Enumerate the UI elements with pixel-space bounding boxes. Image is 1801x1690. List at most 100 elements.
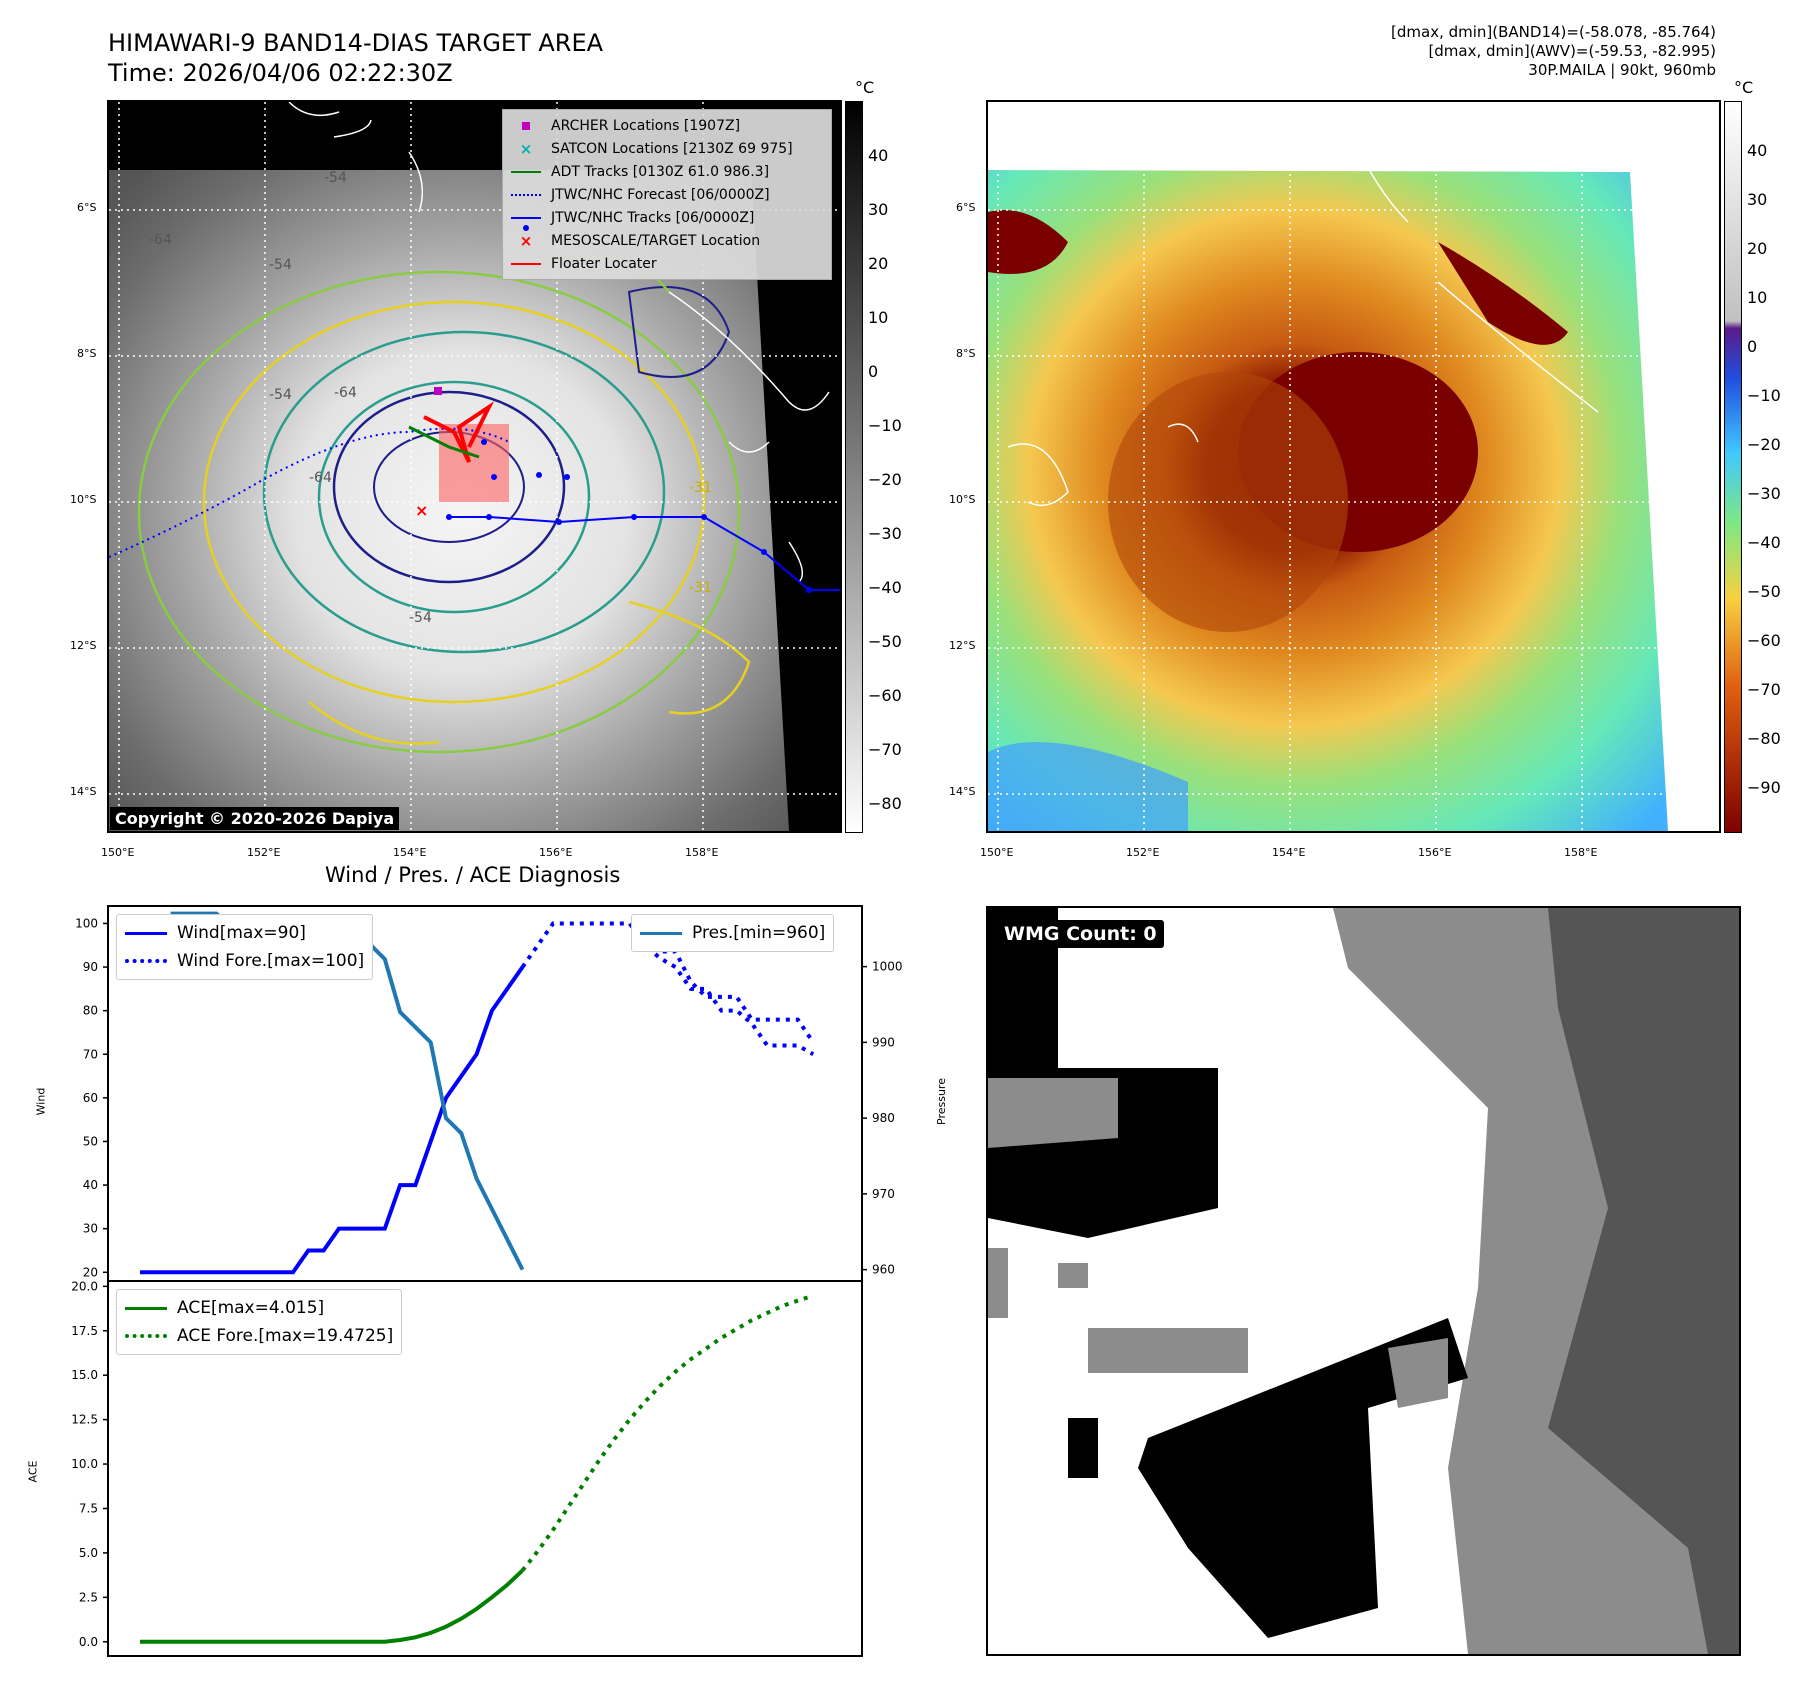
figure-title-line1: HIMAWARI-9 BAND14-DIAS TARGET AREA [108, 29, 604, 57]
colorbar-tick: 20 [868, 254, 889, 273]
contour-label: -54 [269, 387, 292, 403]
ir-legend: ARCHER Locations [1907Z] × SATCON Locati… [502, 109, 832, 280]
ir-colorbar [845, 101, 863, 833]
wind-tick-label: 70 [83, 1047, 98, 1061]
ace-tick-label: 7.5 [79, 1501, 98, 1515]
ace-axes-frame [107, 1280, 863, 1657]
colorbar-tick: −60 [868, 686, 902, 705]
wind-y-ticks: 100 90 80 70 60 50 40 30 20 [75, 916, 108, 1279]
pressure-legend: Pres.[min=960] [631, 914, 835, 952]
ace-y-ticks: 20.0 17.5 15.0 12.5 10.0 7.5 5.0 2.5 0.0 [71, 1279, 108, 1649]
wind-legend: Wind[max=90] Wind Fore.[max=100] [116, 914, 374, 980]
pressure-tick-label: 1000 [872, 960, 903, 974]
colorbar-tick: −60 [1747, 631, 1781, 650]
diagnosis-title: Wind / Pres. / ACE Diagnosis [325, 863, 621, 887]
jtwc-track-points [446, 439, 812, 593]
lat-label: 8°S [956, 347, 976, 360]
colorbar-tick: −10 [868, 416, 902, 435]
colorbar-tick: −50 [1747, 582, 1781, 601]
ace-forecast-series-line [520, 1293, 814, 1572]
pressure-tick-label: 960 [872, 1263, 895, 1277]
wind-tick-label: 90 [83, 960, 98, 974]
lon-label: 150°E [101, 846, 135, 859]
lat-label: 12°S [949, 639, 976, 652]
diagnosis-lines [140, 911, 815, 1644]
ace-legend: ACE[max=4.015] ACE Fore.[max=19.4725] [116, 1289, 403, 1355]
pressure-y-ticks: 1000 990 980 970 960 [862, 960, 903, 1277]
legend-item-ace: ACE[max=4.015] [125, 1294, 393, 1322]
floater-locater-line [423, 401, 495, 463]
pressure-tick-label: 980 [872, 1111, 895, 1125]
info-band14: [dmax, dmin](BAND14)=(-58.078, -85.764) [1391, 23, 1716, 41]
lon-label: 152°E [247, 846, 281, 859]
colorbar-tick: 40 [868, 146, 889, 165]
adt-track-line [408, 425, 480, 459]
lat-label: 10°S [949, 493, 976, 506]
colorbar-tick: 20 [1747, 239, 1768, 258]
lon-label: 150°E [980, 846, 1014, 859]
ace-tick-label: 5.0 [79, 1546, 98, 1560]
lat-label: 12°S [70, 639, 97, 652]
awv-colorbar-unit: °C [1734, 78, 1754, 97]
contour-label: -54 [324, 170, 347, 186]
legend-item-wind: Wind[max=90] [125, 919, 364, 947]
lat-label: 14°S [70, 785, 97, 798]
colorbar-tick: −20 [868, 470, 902, 489]
info-storm: 30P.MAILA | 90kt, 960mb [1528, 61, 1716, 79]
lon-label: 156°E [539, 846, 573, 859]
mesoscale-target-marker: × [415, 501, 428, 520]
legend-item-floater: Floater Locater [509, 252, 825, 275]
wind-tick-label: 40 [83, 1178, 98, 1192]
wind-forecast-series-line [520, 921, 815, 1056]
ace-series-line [140, 1568, 524, 1644]
ir-satellite-panel: × -54 -64 -54 -64 -54 -31 -31 -64 -54 AR… [107, 100, 842, 833]
ir-satellite-image: × [109, 102, 840, 831]
ir-colorbar-unit: °C [855, 78, 875, 97]
contour-label: -54 [409, 610, 432, 626]
legend-item-pressure: Pres.[min=960] [640, 919, 825, 947]
legend-item-archer: ARCHER Locations [1907Z] [509, 114, 825, 137]
lat-label: 6°S [77, 201, 97, 214]
dmax-dmin-info: [dmax, dmin](BAND14)=(-58.078, -85.764) … [1391, 23, 1716, 80]
ace-tick-label: 2.5 [79, 1590, 98, 1604]
contour-label: -54 [269, 257, 292, 273]
contour-label: -64 [334, 385, 357, 401]
legend-item-jtwc-forecast: JTWC/NHC Forecast [06/0000Z] [509, 183, 825, 206]
awv-colorbar [1724, 101, 1742, 833]
colorbar-tick: 40 [1747, 141, 1768, 160]
colorbar-tick: −30 [1747, 484, 1781, 503]
ace-tick-label: 0.0 [79, 1635, 98, 1649]
wind-tick-label: 100 [75, 916, 98, 930]
colorbar-tick: 10 [1747, 288, 1768, 307]
jtwc-track-line [449, 516, 840, 591]
colorbar-tick: −90 [1747, 778, 1781, 797]
colorbar-tick: 30 [868, 200, 889, 219]
colorbar-tick: −40 [1747, 533, 1781, 552]
colorbar-tick: −70 [1747, 680, 1781, 699]
wind-tick-label: 50 [83, 1134, 98, 1148]
ace-tick-label: 12.5 [71, 1413, 98, 1427]
copyright-label: Copyright © 2020-2026 Dapiya [110, 807, 400, 830]
colorbar-tick: −80 [1747, 729, 1781, 748]
legend-item-jtwc-tracks: JTWC/NHC Tracks [06/0000Z] [509, 206, 825, 231]
wind-tick-label: 60 [83, 1091, 98, 1105]
lon-label: 154°E [393, 846, 427, 859]
colorbar-tick: 0 [868, 362, 879, 381]
wind-series-line [140, 965, 525, 1275]
colorbar-tick: −70 [868, 740, 902, 759]
wind-tick-label: 30 [83, 1222, 98, 1236]
lat-label: 6°S [956, 201, 976, 214]
contour-label: -64 [309, 470, 332, 486]
contour-label: -31 [689, 480, 712, 496]
info-awv: [dmax, dmin](AWV)=(-59.53, -82.995) [1428, 42, 1716, 60]
lon-label: 158°E [685, 846, 719, 859]
awv-panel [986, 100, 1721, 833]
legend-item-ace-forecast: ACE Fore.[max=19.4725] [125, 1322, 393, 1350]
colorbar-tick: −30 [868, 524, 902, 543]
legend-item-wind-forecast: Wind Fore.[max=100] [125, 947, 364, 975]
contour-label: -64 [149, 232, 172, 248]
wind-tick-label: 80 [83, 1004, 98, 1018]
lon-label: 158°E [1564, 846, 1598, 859]
pressure-tick-label: 970 [872, 1187, 895, 1201]
colorbar-tick: −80 [868, 794, 902, 813]
